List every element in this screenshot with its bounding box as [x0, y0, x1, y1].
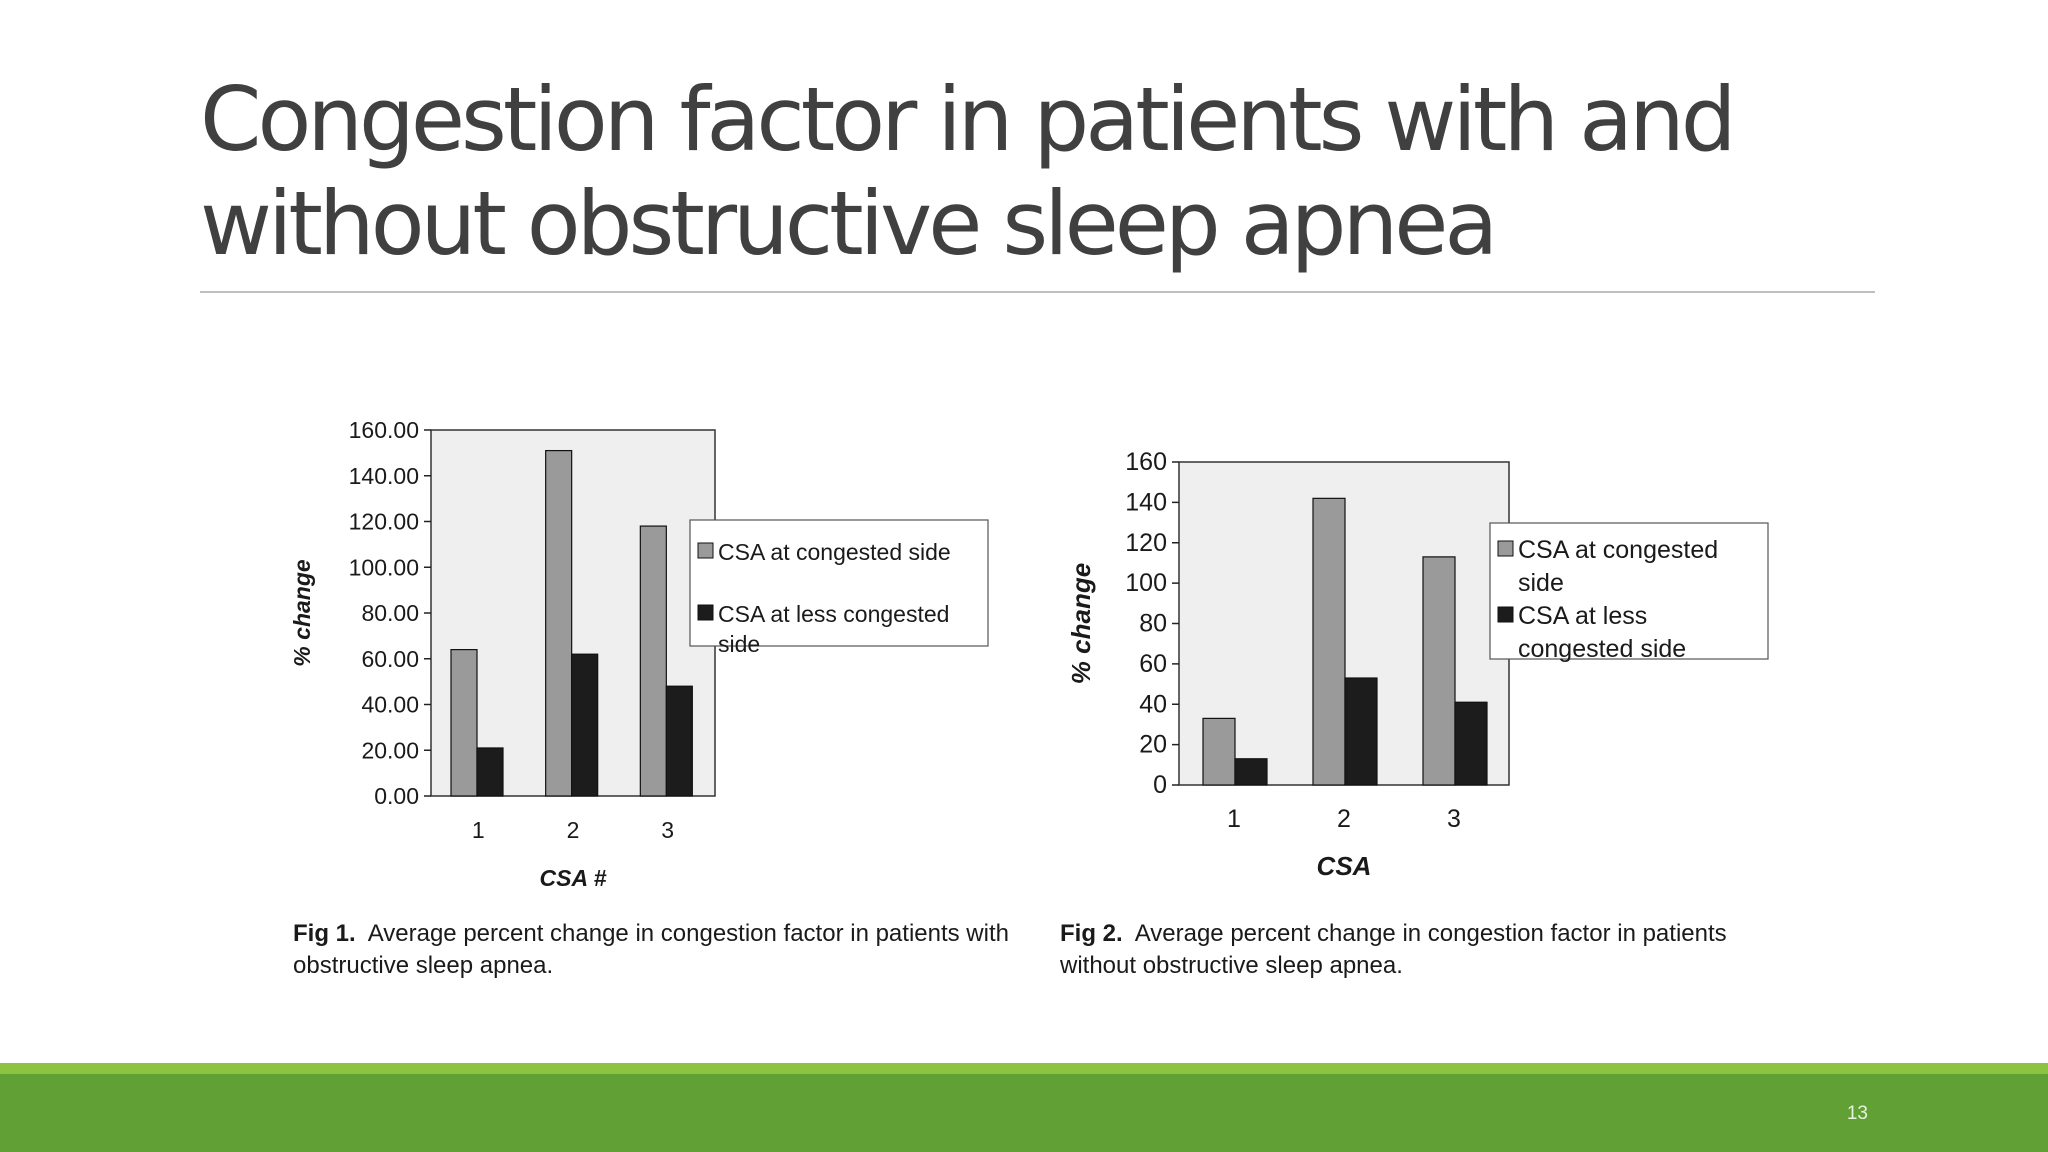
y-tick-label: 40.00 — [361, 692, 419, 718]
bar-series-2-cat-1 — [476, 747, 504, 797]
y-axis-label: % change — [1066, 563, 1096, 684]
x-axis-label: CSA — [1317, 851, 1372, 881]
x-tick-label: 1 — [1227, 805, 1241, 833]
legend-box — [1489, 522, 1769, 660]
figure-1-caption-text: Average percent change in congestion fac… — [293, 920, 1009, 979]
y-tick-label: 20.00 — [361, 737, 419, 763]
y-tick-label: 40 — [1139, 690, 1167, 718]
legend-label: CSA at less congested — [718, 601, 949, 627]
legend-swatch-2 — [1497, 606, 1514, 623]
y-tick-label: 80.00 — [361, 600, 419, 626]
legend-label: CSA at congested side — [718, 539, 951, 565]
x-tick-label: 2 — [1337, 805, 1351, 833]
bar-series-1-cat-3 — [639, 525, 667, 797]
legend-swatch-1 — [697, 542, 714, 559]
y-tick-label: 120.00 — [349, 509, 419, 535]
y-tick-label: 120 — [1125, 529, 1167, 557]
bar-series-1-cat-2 — [1312, 497, 1346, 786]
figure-2-caption-label: Fig 2. — [1060, 920, 1123, 947]
y-tick-label: 160 — [1125, 448, 1167, 476]
figure-1-caption-label: Fig 1. — [293, 920, 356, 947]
y-axis-label: % change — [289, 559, 315, 667]
x-tick-label: 1 — [472, 817, 485, 843]
bar-series-2-cat-2 — [1344, 677, 1378, 786]
footer-band — [0, 1074, 2048, 1152]
slide-title: Congestion factor in patients with and w… — [200, 68, 1737, 275]
slide-number: 13 — [1846, 1103, 1868, 1124]
bar-series-2-cat-3 — [1454, 701, 1488, 786]
y-tick-label: 0.00 — [374, 783, 419, 809]
figure-1-caption: Fig 1. Average percent change in congest… — [293, 918, 1013, 982]
legend-label: side — [718, 631, 760, 657]
bar-series-2-cat-1 — [1234, 758, 1268, 786]
figure-2: 0 20 40 60 80 100 120 140 160 1 2 3 CSA % change CSA a… — [1050, 395, 1790, 905]
legend-swatch-1 — [1497, 540, 1514, 557]
bar-series-1-cat-1 — [1202, 717, 1236, 786]
bar-series-1-cat-2 — [545, 449, 573, 797]
y-tick-label: 60.00 — [361, 646, 419, 672]
chart-1: 0.00 20.00 40.00 60.00 80.00 100.00 120.00 140.… — [289, 417, 989, 891]
title-divider — [200, 291, 1875, 293]
figure-1: 0.00 20.00 40.00 60.00 80.00 100.00 120.00 140.… — [280, 395, 1020, 905]
bar-series-2-cat-3 — [665, 685, 693, 797]
legend-box — [689, 519, 989, 647]
figure-2-caption: Fig 2. Average percent change in congest… — [1060, 918, 1780, 982]
legend-label: side — [1518, 569, 1564, 597]
x-tick-label: 3 — [1447, 805, 1461, 833]
y-tick-label: 0 — [1153, 771, 1167, 799]
bar-series-2-cat-2 — [571, 653, 599, 797]
x-tick-label: 2 — [567, 817, 580, 843]
legend-label: CSA at congested — [1518, 536, 1718, 564]
y-tick-label: 160.00 — [349, 417, 419, 443]
legend-label: CSA at less — [1518, 602, 1647, 630]
legend-label: congested side — [1518, 635, 1686, 663]
x-axis-label: CSA # — [540, 865, 607, 891]
x-tick-label: 3 — [661, 817, 674, 843]
chart-2: 0 20 40 60 80 100 120 140 160 1 2 3 CSA % change CSA a… — [1066, 448, 1769, 881]
y-tick-label: 20 — [1139, 731, 1167, 759]
y-tick-label: 60 — [1139, 650, 1167, 678]
y-tick-label: 100 — [1125, 569, 1167, 597]
bar-series-1-cat-1 — [450, 649, 478, 797]
y-tick-label: 100.00 — [349, 554, 419, 580]
figure-2-caption-text: Average percent change in congestion fac… — [1060, 920, 1727, 979]
bar-series-1-cat-3 — [1422, 556, 1456, 786]
y-tick-label: 140 — [1125, 488, 1167, 516]
footer-accent-line — [0, 1063, 2048, 1074]
legend-swatch-2 — [697, 604, 714, 621]
y-tick-label: 140.00 — [349, 463, 419, 489]
y-tick-label: 80 — [1139, 610, 1167, 638]
